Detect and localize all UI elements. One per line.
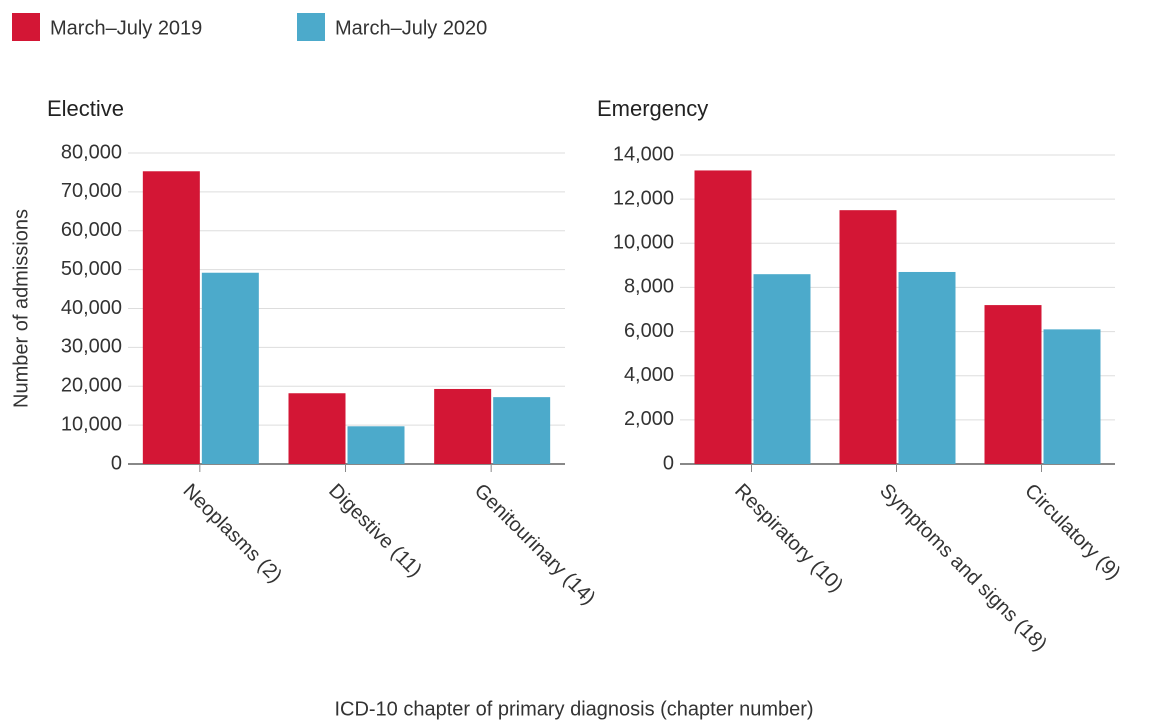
x-tick-label: Neoplasms (2) [179,480,287,588]
legend-swatch [12,13,40,41]
y-tick-label: 60,000 [61,219,122,241]
x-tick-label: Circulatory (9) [1020,480,1124,584]
y-tick-label: 4,000 [624,364,674,386]
y-tick-label: 2,000 [624,408,674,430]
y-tick-label: 6,000 [624,320,674,342]
bar [434,388,492,464]
y-tick-label: 10,000 [61,413,122,435]
bar [753,274,811,464]
bar [898,271,956,464]
y-tick-label: 30,000 [61,336,122,358]
bar [694,170,752,464]
y-tick-label: 80,000 [61,141,122,163]
bar [493,397,551,464]
bar [1043,329,1101,464]
panel-title: Emergency [597,96,708,121]
y-tick-label: 0 [111,452,122,474]
y-tick-label: 50,000 [61,258,122,280]
bar [142,171,200,465]
y-tick-label: 20,000 [61,375,122,397]
bar [288,393,346,464]
legend-label: March–July 2020 [335,17,487,39]
y-tick-label: 14,000 [613,143,674,165]
y-axis-label: Number of admissions [10,209,32,408]
bar [347,426,405,464]
x-tick-label: Symptoms and signs (18) [875,480,1051,656]
x-tick-label: Digestive (11) [324,480,426,582]
y-tick-label: 70,000 [61,180,122,202]
x-tick-label: Genitourinary (14) [470,480,600,610]
y-tick-label: 40,000 [61,297,122,319]
bar [201,272,259,464]
y-tick-label: 12,000 [613,187,674,209]
panel-title: Elective [47,96,124,121]
legend-label: March–July 2019 [50,17,202,39]
x-tick-label: Respiratory (10) [730,480,847,597]
legend-swatch [297,13,325,41]
bar [984,305,1042,464]
y-tick-label: 10,000 [613,232,674,254]
y-tick-label: 0 [663,452,674,474]
y-tick-label: 8,000 [624,276,674,298]
bar [839,210,897,464]
x-axis-label: ICD-10 chapter of primary diagnosis (cha… [334,698,813,720]
